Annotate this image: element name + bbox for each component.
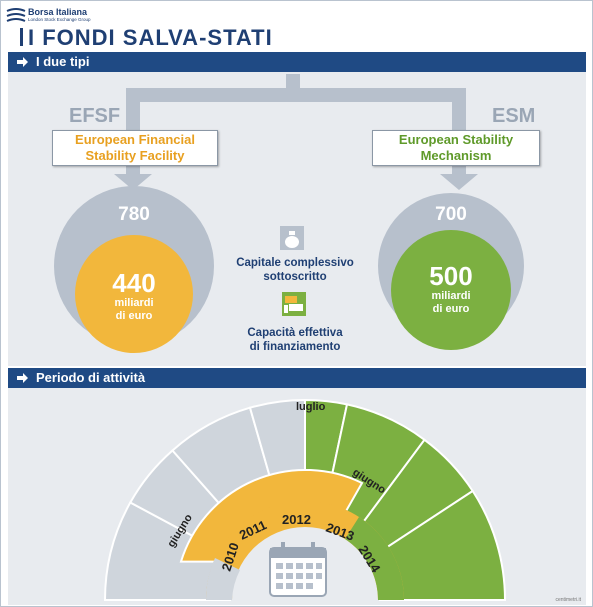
title-accent xyxy=(20,28,23,46)
efsf-capacity-value: 440 xyxy=(112,268,156,298)
timeline-year-ring-right xyxy=(345,517,404,600)
legend-capacity-line1: Capacità effettiva xyxy=(247,327,343,339)
efsf-capacity-unit: miliardi di euro xyxy=(94,297,174,323)
credit-label: centimetri.it xyxy=(555,597,581,603)
borsa-logo-icon xyxy=(6,8,26,22)
esm-name-line1: European Stability xyxy=(398,132,514,147)
year-label-2012: 2012 xyxy=(282,512,311,527)
esm-unit-line2: di euro xyxy=(432,303,470,315)
efsf-name-line2: Stability Facility xyxy=(85,148,185,163)
timeline-year-ring-left xyxy=(205,558,240,600)
esm-capacity-circle xyxy=(391,230,511,350)
efsf-subscribed-value: 780 xyxy=(118,204,150,225)
esm-capacity-unit: miliardi di euro xyxy=(411,290,491,316)
esm-unit-line1: miliardi xyxy=(431,290,471,302)
legend-subscribed: Capitale complessivo sottoscritto xyxy=(230,256,360,284)
legend-capacity-line2: di finanziamento xyxy=(249,341,341,353)
money-bag-icon xyxy=(280,226,304,250)
cash-hand-icon xyxy=(282,292,306,316)
esm-start-label: luglio xyxy=(296,401,326,413)
efsf-name-box: European Financial Stability Facility xyxy=(52,130,218,166)
section-bar-types: I due tipi xyxy=(8,52,586,72)
esm-name-box: European Stability Mechanism xyxy=(372,130,540,166)
calendar-icon xyxy=(269,542,327,597)
arrow-right-icon xyxy=(17,57,28,67)
arrow-right-icon xyxy=(17,373,28,383)
brand-subtitle: London Stock Exchange Group xyxy=(28,17,91,22)
esm-capacity-value: 500 xyxy=(429,261,473,291)
section-title-period: Periodo di attività xyxy=(36,370,146,385)
efsf-capacity-circle xyxy=(75,235,193,353)
legend-capacity: Capacità effettiva di finanziamento xyxy=(230,326,360,354)
efsf-name-line1: European Financial xyxy=(75,132,195,147)
timeline-arcs xyxy=(103,398,507,601)
esm-abbr: ESM xyxy=(492,105,536,127)
legend-subscribed-line2: sottoscritto xyxy=(263,271,327,283)
section-bar-period: Periodo di attività xyxy=(8,368,586,388)
section-title-types: I due tipi xyxy=(36,54,90,69)
efsf-abbr: EFSF xyxy=(69,105,121,127)
legend-subscribed-line1: Capitale complessivo xyxy=(236,257,354,269)
esm-name-line2: Mechanism xyxy=(420,148,492,163)
page-title: I FONDI SALVA-STATI xyxy=(28,25,273,50)
efsf-unit-line1: miliardi xyxy=(114,297,154,309)
esm-subscribed-value: 700 xyxy=(435,204,467,225)
efsf-unit-line2: di euro xyxy=(115,310,153,322)
brand-name: Borsa Italiana xyxy=(28,7,88,17)
